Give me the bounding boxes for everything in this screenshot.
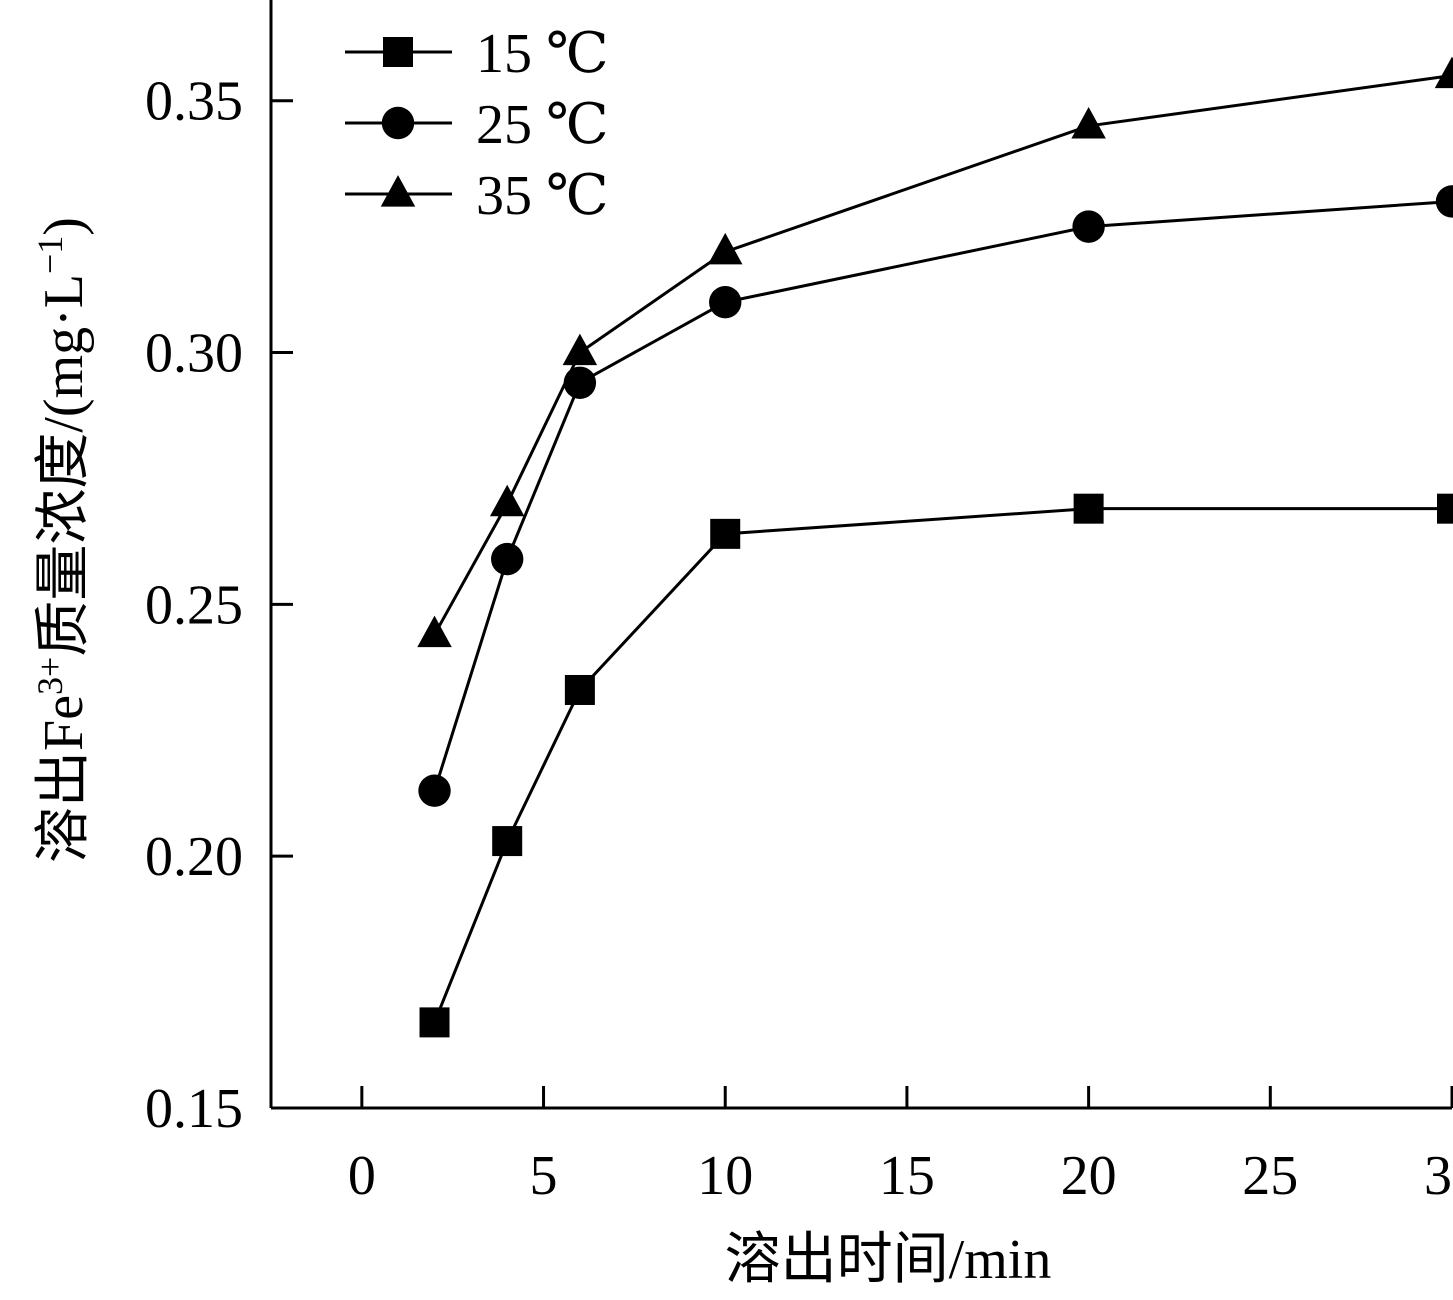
x-tick-label: 30 [1424, 1145, 1453, 1207]
y-axis-label-superscript: 3+ [30, 657, 70, 695]
y-tick-label: 0.35 [145, 71, 243, 133]
series-line [433, 74, 1453, 636]
y-axis-label-middle: 质量浓度/(mg·L [33, 274, 95, 657]
y-tick-label: 0.20 [145, 826, 243, 888]
data-point [489, 484, 525, 517]
x-tick-label: 25 [1242, 1145, 1298, 1207]
x-tick-label: 5 [530, 1145, 558, 1207]
legend-label: 35 ℃ [476, 165, 609, 227]
data-point [709, 285, 742, 319]
y-axis-label: 溶出Fe3+质量浓度/(mg·L−1) [30, 217, 95, 863]
y-tick-label: 0.15 [145, 1078, 243, 1140]
series-line [433, 507, 1452, 1023]
data-point [563, 366, 597, 399]
data-point [492, 826, 523, 857]
legend-item: 25 ℃ [345, 94, 609, 156]
series-triangle [417, 56, 1453, 648]
data-point [1073, 493, 1104, 524]
data-point [419, 1007, 450, 1038]
x-tick-label: 0 [348, 1145, 376, 1207]
data-point [710, 518, 741, 549]
data-point [562, 333, 598, 366]
x-axis-label: 溶出时间/min [725, 1229, 1052, 1291]
axes: 0 5 10 15 20 25 30 0.15 0.20 0.25 0.30 0.35 [145, 0, 1453, 1207]
series-square [419, 493, 1453, 1038]
data-point [1071, 107, 1106, 139]
data-point [1437, 493, 1453, 524]
data-point [491, 542, 524, 576]
data-point [707, 232, 743, 265]
legend-item: 35 ℃ [345, 165, 609, 227]
y-axis-label-suffix: ) [33, 217, 95, 236]
legend-item: 15 ℃ [345, 23, 609, 85]
legend-label: 25 ℃ [476, 94, 609, 156]
y-axis-label-prefix: 溶出Fe [33, 695, 95, 863]
series-circle [418, 185, 1453, 807]
data-point [418, 774, 451, 807]
x-tick-label: 10 [697, 1145, 753, 1207]
x-tick-label: 15 [879, 1145, 935, 1207]
legend-label: 15 ℃ [476, 23, 609, 85]
series-layer [417, 56, 1453, 1038]
legend: 15 ℃ 25 ℃ 35 ℃ [345, 23, 609, 227]
series-line [433, 199, 1453, 792]
x-tick-label: 20 [1061, 1145, 1117, 1207]
data-point [1434, 56, 1453, 89]
legend-marker [380, 175, 416, 207]
legend-marker [381, 106, 415, 140]
legend-marker [383, 37, 413, 67]
data-point [564, 674, 595, 705]
data-point [1072, 210, 1105, 243]
y-axis-label-unit-superscript: −1 [30, 236, 70, 274]
y-tick-label: 0.25 [145, 574, 243, 636]
y-tick-label: 0.30 [145, 323, 243, 385]
data-point [417, 615, 452, 648]
data-point [1435, 185, 1453, 218]
